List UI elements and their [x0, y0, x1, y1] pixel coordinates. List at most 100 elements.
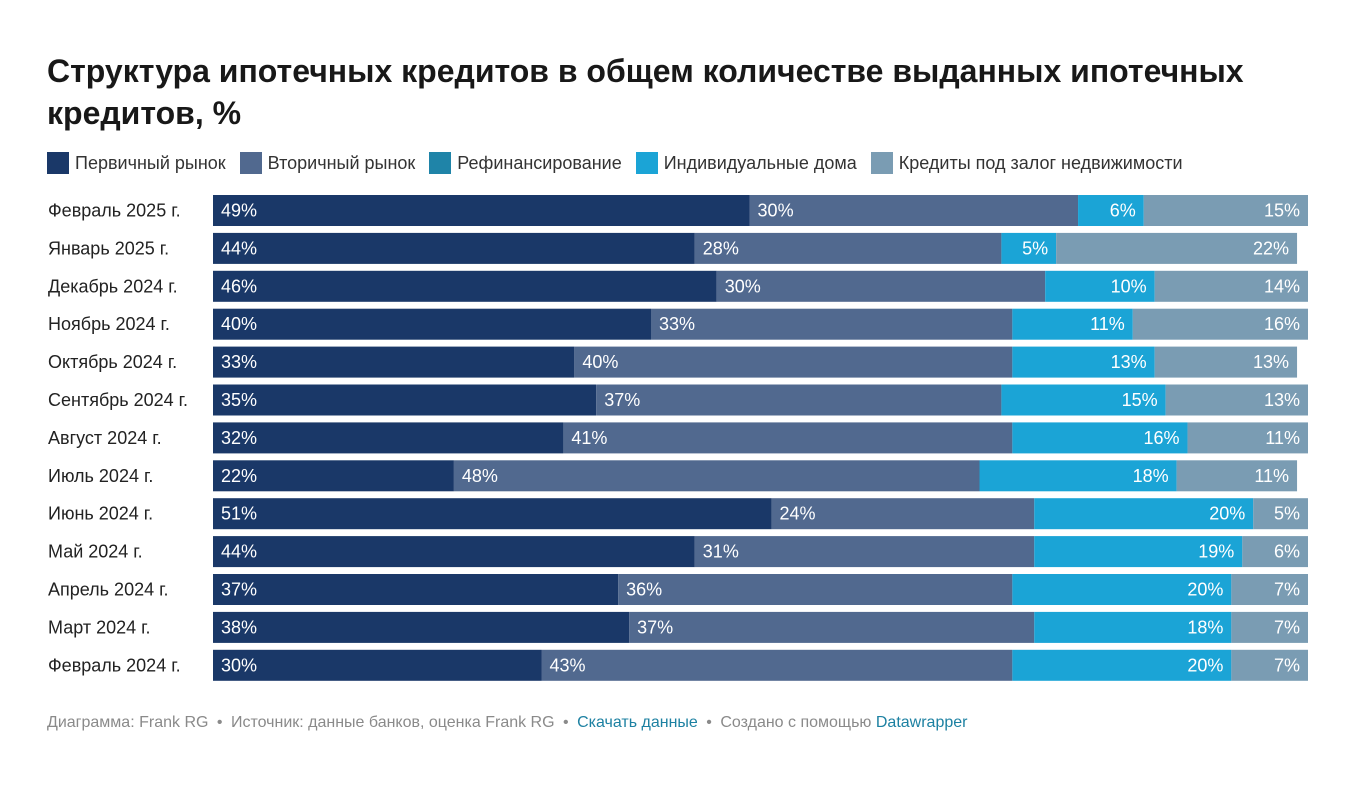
data-label: 15% — [1122, 390, 1158, 410]
bar-segment — [1012, 422, 1188, 454]
legend-item-secondary: Вторичный рынок — [239, 152, 416, 174]
row-label: Март 2024 г. — [48, 617, 150, 637]
legend-item-private-houses: Индивидуальные дома — [635, 152, 857, 174]
data-label: 46% — [221, 276, 257, 296]
bar-segment — [213, 649, 542, 681]
legend-swatch-refinancing — [429, 152, 452, 174]
bar-segment — [1034, 611, 1232, 643]
data-label: 7% — [1274, 580, 1300, 600]
bar-segment — [1001, 384, 1166, 416]
footer-separator: • — [563, 714, 569, 731]
bar-segment — [1012, 649, 1232, 681]
data-label: 5% — [1022, 238, 1048, 258]
bar-segment — [749, 195, 1079, 226]
bar-segment — [596, 384, 1002, 416]
legend-label-refinancing: Рефинансирование — [457, 152, 622, 173]
stacked-bar-chart: Февраль 2025 г. 49% 30% 6% 15% Январь 2025 г.… — [48, 195, 1308, 681]
data-label: 22% — [1253, 238, 1289, 258]
bar-segment — [1231, 649, 1308, 681]
data-label: 44% — [221, 542, 257, 562]
footer-chart-by: Диаграмма: Frank RG — [47, 714, 209, 731]
row-label: Июнь 2024 г. — [48, 504, 153, 524]
bar-segment — [1132, 308, 1308, 340]
bar-segment — [1165, 384, 1308, 416]
data-label: 20% — [1209, 504, 1245, 524]
data-label: 16% — [1144, 428, 1180, 448]
bar-segment — [213, 574, 619, 605]
bar-segment — [1012, 308, 1133, 340]
legend-swatch-secondary — [239, 152, 262, 174]
bar-segment — [651, 308, 1013, 340]
data-label: 37% — [637, 617, 673, 637]
data-label: 33% — [659, 314, 695, 334]
data-label: 37% — [221, 580, 257, 600]
data-label: 31% — [703, 542, 739, 562]
bar-segment — [213, 270, 717, 302]
legend-item-secured-loans: Кредиты под залог недвижимости — [870, 152, 1183, 174]
legend-label-primary: Первичный рынок — [75, 152, 226, 173]
row-label: Сентябрь 2024 г. — [48, 390, 188, 410]
data-label: 32% — [221, 428, 257, 448]
data-label: 22% — [221, 466, 257, 486]
legend-label-secondary: Вторичный рынок — [267, 152, 416, 173]
row-label: Октябрь 2024 г. — [48, 352, 177, 372]
bar-segment — [213, 422, 564, 454]
row-label: Январь 2025 г. — [48, 238, 169, 258]
data-label: 18% — [1187, 617, 1223, 637]
data-label: 28% — [703, 238, 739, 258]
legend-swatch-primary — [47, 152, 69, 174]
legend-label-private-houses: Индивидуальные дома — [663, 152, 857, 173]
bar-segment — [213, 498, 772, 530]
bar-segment — [1034, 536, 1243, 568]
bar-segment — [213, 611, 630, 643]
row-label: Февраль 2025 г. — [48, 201, 181, 221]
row-label: Август 2024 г. — [48, 428, 162, 448]
legend: Первичный рынок Вторичный рынок Рефинанс… — [47, 151, 1197, 175]
data-label: 48% — [462, 466, 498, 486]
legend-item-primary: Первичный рынок — [47, 152, 226, 174]
bar-segment — [1154, 270, 1308, 302]
bar-segment — [1034, 498, 1254, 530]
row-label: Февраль 2024 г. — [48, 655, 181, 675]
data-label: 16% — [1264, 314, 1300, 334]
legend-swatch-secured-loans — [870, 152, 893, 174]
data-label: 49% — [221, 201, 257, 221]
data-label: 43% — [550, 655, 586, 675]
bar-segment — [1143, 195, 1308, 226]
data-label: 11% — [1265, 428, 1300, 448]
data-label: 40% — [221, 314, 257, 334]
footer-separator: • — [706, 714, 712, 731]
legend-label-secured-loans: Кредиты под залог недвижимости — [898, 152, 1183, 173]
data-label: 15% — [1264, 201, 1300, 221]
bar-segment — [213, 346, 575, 378]
bar-segment — [1187, 422, 1308, 454]
datawrapper-link[interactable]: Datawrapper — [875, 714, 968, 731]
data-label: 30% — [221, 655, 257, 675]
data-label: 30% — [725, 276, 761, 296]
legend-item-refinancing: Рефинансирование — [429, 152, 622, 174]
data-label: 5% — [1274, 504, 1300, 524]
bar-segment — [694, 536, 1035, 568]
data-label: 11% — [1090, 314, 1125, 334]
bar-segment — [979, 460, 1177, 492]
footer-created-with: Создано с помощью — [720, 714, 872, 731]
data-label: 24% — [779, 504, 815, 524]
data-label: 20% — [1187, 580, 1223, 600]
bar-segment — [618, 574, 1013, 605]
bar-segment — [213, 460, 454, 492]
bar-segment — [1078, 195, 1144, 226]
data-label: 33% — [221, 352, 257, 372]
data-label: 14% — [1264, 276, 1300, 296]
bar-segment — [213, 232, 695, 264]
bar-segment — [213, 195, 750, 226]
bar-segment — [1176, 460, 1298, 492]
chart-footer: Диаграмма: Frank RG • Источник: данные б… — [47, 714, 967, 732]
download-data-link[interactable]: Скачать данные — [577, 714, 698, 731]
data-label: 13% — [1253, 352, 1289, 372]
data-label: 13% — [1264, 390, 1300, 410]
bar-segment — [629, 611, 1035, 643]
bar-segment — [1001, 232, 1057, 264]
data-label: 7% — [1274, 655, 1300, 675]
data-label: 20% — [1187, 655, 1223, 675]
data-label: 6% — [1274, 542, 1300, 562]
